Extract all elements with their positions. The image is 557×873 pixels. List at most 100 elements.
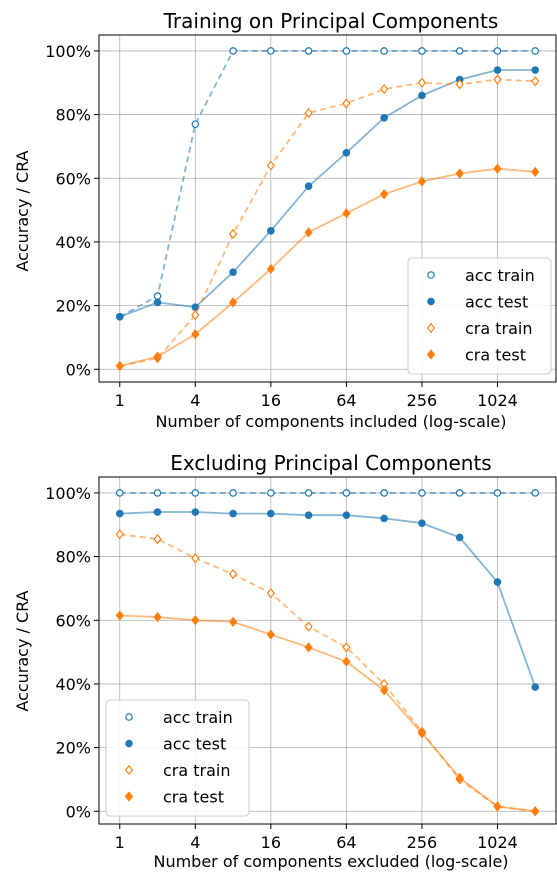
y-tick-label: 80% [55, 548, 91, 567]
legend-marker [124, 764, 134, 776]
data-point [115, 529, 124, 540]
data-point [455, 168, 464, 179]
legend: acc train acc test cra train cra test [105, 699, 250, 817]
data-point [342, 208, 351, 219]
data-point [493, 163, 502, 174]
legend-label: cra train [465, 319, 533, 338]
legend-marker [125, 713, 133, 721]
data-point [229, 47, 237, 55]
data-point [342, 489, 351, 497]
x-tick-label: 1 [115, 833, 125, 852]
legend-label: acc test [163, 735, 226, 754]
x-tick-label: 64 [336, 391, 356, 410]
x-tick-label: 64 [336, 833, 356, 852]
series [115, 47, 540, 372]
y-tick-label: 60% [55, 611, 91, 630]
chart-training-on-components: Training on Principal Components 1 4 16 64 2… [13, 9, 557, 431]
data-point [229, 509, 237, 518]
legend-marker [427, 297, 435, 306]
data-point [304, 227, 313, 238]
series-line [119, 614, 536, 813]
data-point [229, 268, 237, 276]
data-point [304, 621, 313, 632]
data-point [228, 228, 238, 240]
data-point [455, 533, 464, 542]
data-point [342, 47, 351, 55]
ticks: 1 4 16 64 256 1024 0% 20% 40% 60% 80% 100% [45, 484, 518, 852]
chart-title: Excluding Principal Components [170, 451, 491, 475]
series-acc-test [115, 508, 540, 691]
legend-marker [426, 349, 436, 360]
series-line [119, 511, 537, 688]
data-point [191, 489, 200, 497]
data-point [531, 806, 540, 817]
y-tick-label: 40% [55, 233, 91, 252]
data-point [455, 79, 464, 90]
legend-box [105, 699, 250, 817]
data-point [304, 47, 313, 55]
data-point [229, 489, 237, 497]
series-line [119, 69, 536, 318]
data-point [153, 292, 162, 300]
legend-marker [125, 739, 133, 748]
data-point [191, 120, 200, 128]
x-tick-label: 1 [115, 391, 125, 410]
y-tick-label: 0% [66, 360, 91, 379]
data-point [304, 489, 313, 497]
data-point [455, 772, 464, 783]
data-point [455, 489, 464, 497]
series-cra-test [115, 163, 540, 372]
x-tick-label: 4 [190, 391, 200, 410]
data-point [228, 568, 238, 580]
data-point [266, 160, 275, 171]
legend-marker [427, 271, 435, 279]
data-point [418, 47, 426, 55]
data-point [342, 642, 351, 653]
y-axis-label: Accuracy / CRA [13, 150, 32, 271]
data-point [380, 83, 389, 95]
data-point [115, 489, 124, 497]
data-point [153, 533, 162, 545]
y-tick-label: 100% [45, 42, 91, 61]
legend-label: acc train [163, 708, 233, 727]
data-point [153, 611, 162, 623]
data-point [342, 511, 351, 520]
legend-marker [426, 322, 436, 334]
data-point [115, 509, 124, 518]
y-tick-label: 40% [55, 675, 91, 694]
data-point [342, 656, 351, 667]
ticks: 1 4 16 64 256 1024 0% 20% 40% 60% 80% 100% [45, 42, 518, 410]
series-line [119, 78, 536, 367]
data-point [380, 685, 389, 696]
series [115, 489, 540, 817]
data-point [153, 351, 162, 362]
x-axis-label: Number of components excluded (log-scale… [153, 852, 508, 871]
legend-label: cra test [163, 788, 224, 807]
legend-marker [124, 791, 134, 802]
data-point [493, 801, 502, 812]
y-tick-label: 60% [55, 169, 91, 188]
data-point [417, 728, 427, 739]
data-point [418, 489, 426, 497]
legend: acc train acc test cra train cra test [407, 257, 552, 375]
data-point [531, 166, 540, 178]
data-point [342, 148, 351, 157]
series-acc-train [115, 489, 540, 497]
x-tick-label: 16 [261, 391, 281, 410]
legend-box [407, 257, 552, 375]
data-point [304, 511, 313, 520]
data-point [191, 329, 200, 340]
data-point [493, 489, 502, 497]
y-axis-label: Accuracy / CRA [13, 590, 32, 711]
data-point [380, 514, 388, 523]
data-point [267, 489, 275, 497]
y-tick-label: 0% [66, 802, 91, 821]
data-point [418, 519, 426, 527]
data-point [304, 182, 313, 191]
data-point [266, 588, 275, 599]
data-point [153, 298, 162, 307]
y-tick-label: 20% [55, 739, 91, 758]
legend-label: acc train [465, 266, 535, 285]
data-point [531, 489, 540, 497]
